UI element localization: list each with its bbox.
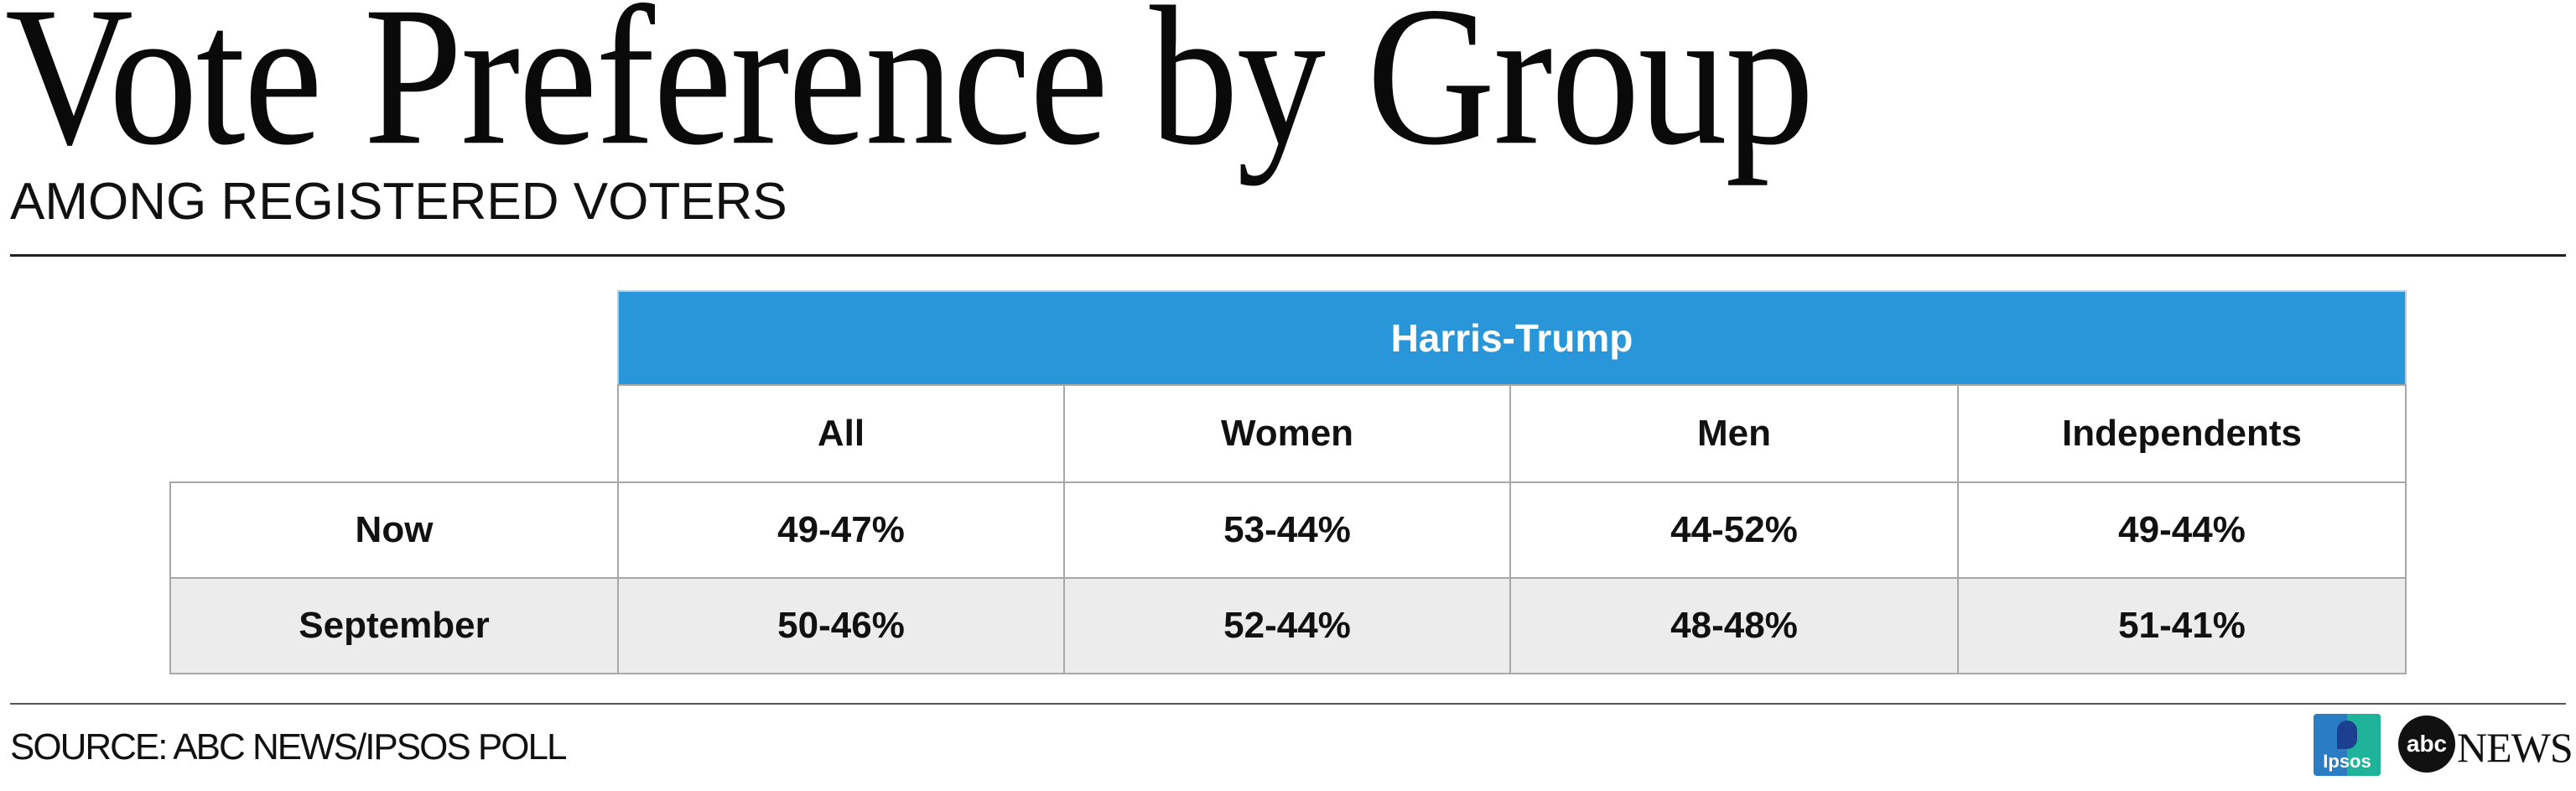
- table-cell: 49-47%: [617, 481, 1065, 579]
- table-cell: 52-44%: [1063, 577, 1511, 674]
- chart-subtitle: AMONG REGISTERED VOTERS: [10, 173, 787, 231]
- column-header-all: All: [617, 384, 1065, 483]
- top-divider: [10, 254, 2566, 257]
- ipsos-logo-mark: [2337, 721, 2357, 749]
- row-label-now: Now: [169, 481, 619, 579]
- bottom-divider: [10, 703, 2566, 705]
- table-cell: 44-52%: [1509, 481, 1959, 579]
- column-header-independents: Independents: [1957, 384, 2407, 483]
- column-header-men: Men: [1509, 384, 1959, 483]
- ipsos-logo-text: Ipsos: [2323, 751, 2371, 772]
- column-header-women: Women: [1063, 384, 1511, 483]
- chart-title: Vote Preference by Group: [5, 0, 1815, 186]
- table-cell: 50-46%: [617, 577, 1065, 674]
- abc-news-wordmark: NEWS: [2457, 724, 2573, 771]
- table-cell: 53-44%: [1063, 481, 1511, 579]
- source-note: SOURCE: ABC NEWS/IPSOS POLL: [10, 726, 567, 768]
- ipsos-logo: Ipsos: [2314, 714, 2381, 776]
- table-cell: 49-44%: [1957, 481, 2407, 579]
- row-label-september: September: [169, 577, 619, 674]
- group-header: Harris-Trump: [617, 290, 2407, 386]
- table-cell: 48-48%: [1509, 577, 1959, 674]
- abc-logo: abc: [2398, 716, 2455, 773]
- table-cell: 51-41%: [1957, 577, 2407, 674]
